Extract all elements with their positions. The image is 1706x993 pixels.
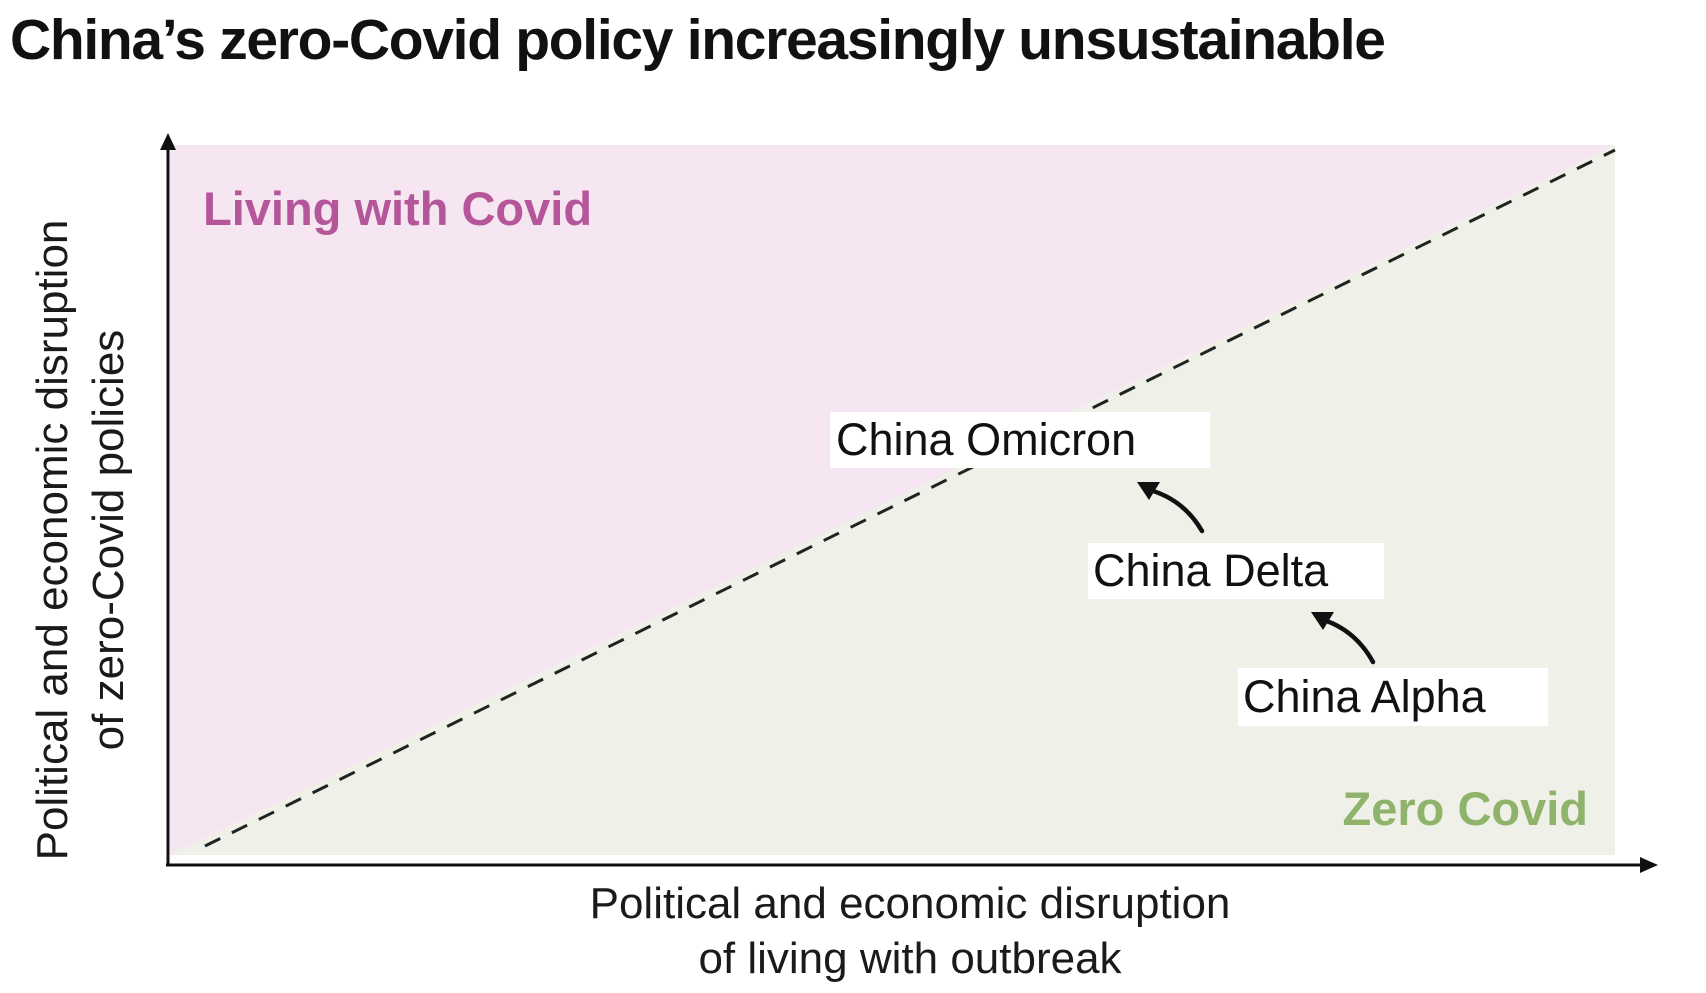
y-axis-label: Political and economic disruption of zer… bbox=[25, 90, 145, 990]
arrow-alpha-to-delta-head bbox=[1311, 612, 1334, 630]
page-title: China’s zero-Covid policy increasingly u… bbox=[10, 8, 1386, 72]
threshold-dashed-line bbox=[204, 148, 1616, 848]
point-label-china-alpha: China Alpha bbox=[1243, 671, 1487, 722]
y-axis-label-line1: Political and economic disruption bbox=[28, 219, 77, 861]
region-label-living-with-covid: Living with Covid bbox=[203, 182, 592, 235]
arrow-delta-to-omicron-head bbox=[1137, 482, 1160, 500]
point-label-china-omicron: China Omicron bbox=[836, 414, 1136, 465]
x-axis-label-line2: of living with outbreak bbox=[698, 934, 1122, 983]
x-axis-label: Political and economic disruption of liv… bbox=[460, 876, 1360, 986]
arrow-alpha-to-delta bbox=[1321, 617, 1376, 665]
delta-label-bg bbox=[1088, 543, 1384, 599]
region-label-zero-covid: Zero Covid bbox=[1343, 782, 1588, 835]
y-axis-arrowhead bbox=[160, 133, 176, 150]
arrow-delta-to-omicron bbox=[1147, 487, 1205, 534]
x-axis-label-line1: Political and economic disruption bbox=[589, 879, 1231, 928]
point-label-china-delta: China Delta bbox=[1093, 545, 1329, 596]
omicron-label-bg bbox=[830, 412, 1210, 468]
alpha-label-bg bbox=[1238, 668, 1548, 726]
x-axis-arrowhead bbox=[1640, 857, 1658, 873]
y-axis-label-line2: of zero-Covid policies bbox=[84, 329, 133, 751]
